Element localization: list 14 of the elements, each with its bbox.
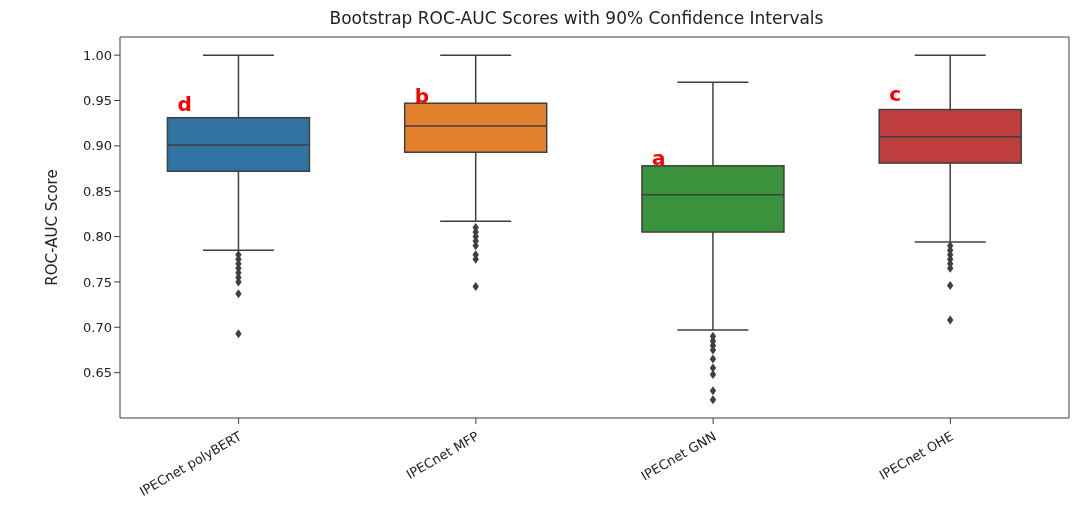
y-tick-label: 0.65 (83, 365, 112, 381)
y-axis-title: ROC-AUC Score (43, 169, 62, 286)
y-tick-label: 0.80 (83, 229, 112, 245)
annotation: d (177, 91, 192, 116)
y-tick-label: 1.00 (83, 47, 112, 63)
y-tick-label: 0.75 (83, 274, 112, 290)
y-tick-label: 0.70 (83, 319, 112, 335)
annotation: c (889, 82, 902, 107)
y-tick-label: 0.85 (83, 183, 112, 199)
annotation: b (414, 84, 430, 109)
annotation: a (651, 145, 666, 170)
y-tick-label: 0.95 (83, 93, 112, 109)
chart-title: Bootstrap ROC-AUC Scores with 90% Confidence Intervals (328, 8, 825, 30)
y-tick-label: 0.90 (83, 138, 112, 154)
